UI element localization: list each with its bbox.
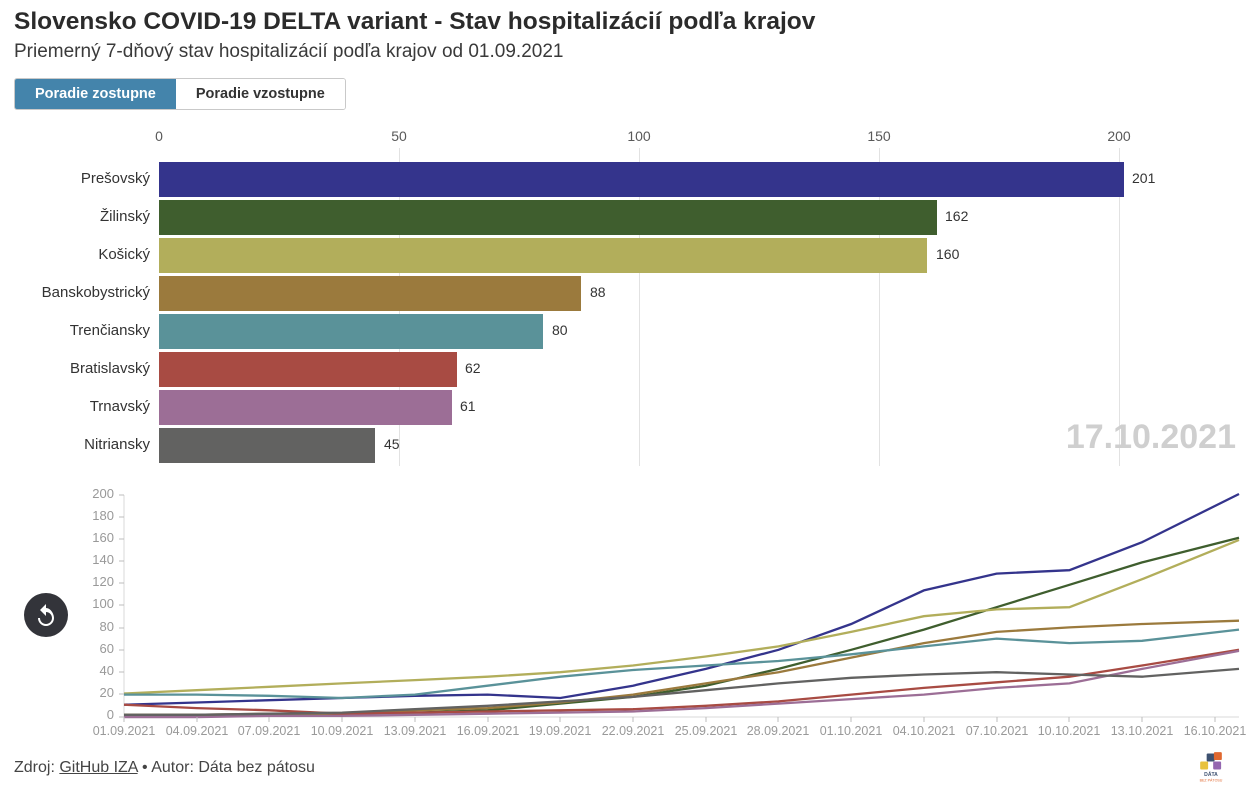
svg-text:10.10.2021: 10.10.2021 bbox=[1038, 724, 1101, 738]
svg-text:140: 140 bbox=[92, 552, 114, 567]
svg-text:16.09.2021: 16.09.2021 bbox=[457, 724, 520, 738]
svg-text:01.09.2021: 01.09.2021 bbox=[93, 724, 156, 738]
svg-text:100: 100 bbox=[92, 596, 114, 611]
svg-text:22.09.2021: 22.09.2021 bbox=[602, 724, 665, 738]
svg-text:60: 60 bbox=[100, 641, 114, 656]
svg-text:25.09.2021: 25.09.2021 bbox=[675, 724, 738, 738]
svg-text:19.09.2021: 19.09.2021 bbox=[529, 724, 592, 738]
svg-text:20: 20 bbox=[100, 685, 114, 700]
svg-text:04.10.2021: 04.10.2021 bbox=[893, 724, 956, 738]
svg-text:07.10.2021: 07.10.2021 bbox=[966, 724, 1029, 738]
svg-text:180: 180 bbox=[92, 508, 114, 523]
svg-text:200: 200 bbox=[92, 486, 114, 501]
svg-text:04.09.2021: 04.09.2021 bbox=[166, 724, 229, 738]
svg-text:16.10.2021: 16.10.2021 bbox=[1184, 724, 1247, 738]
svg-text:80: 80 bbox=[100, 619, 114, 634]
svg-text:01.10.2021: 01.10.2021 bbox=[820, 724, 883, 738]
svg-text:160: 160 bbox=[92, 530, 114, 545]
svg-text:120: 120 bbox=[92, 574, 114, 589]
svg-text:40: 40 bbox=[100, 663, 114, 678]
svg-text:10.09.2021: 10.09.2021 bbox=[311, 724, 374, 738]
svg-text:13.09.2021: 13.09.2021 bbox=[384, 724, 447, 738]
svg-text:DÁTA: DÁTA bbox=[1204, 771, 1218, 778]
svg-text:13.10.2021: 13.10.2021 bbox=[1111, 724, 1174, 738]
svg-text:0: 0 bbox=[107, 707, 114, 722]
svg-text:28.09.2021: 28.09.2021 bbox=[747, 724, 810, 738]
svg-text:07.09.2021: 07.09.2021 bbox=[238, 724, 301, 738]
svg-text:BEZ PÁTOSU: BEZ PÁTOSU bbox=[1200, 779, 1223, 783]
